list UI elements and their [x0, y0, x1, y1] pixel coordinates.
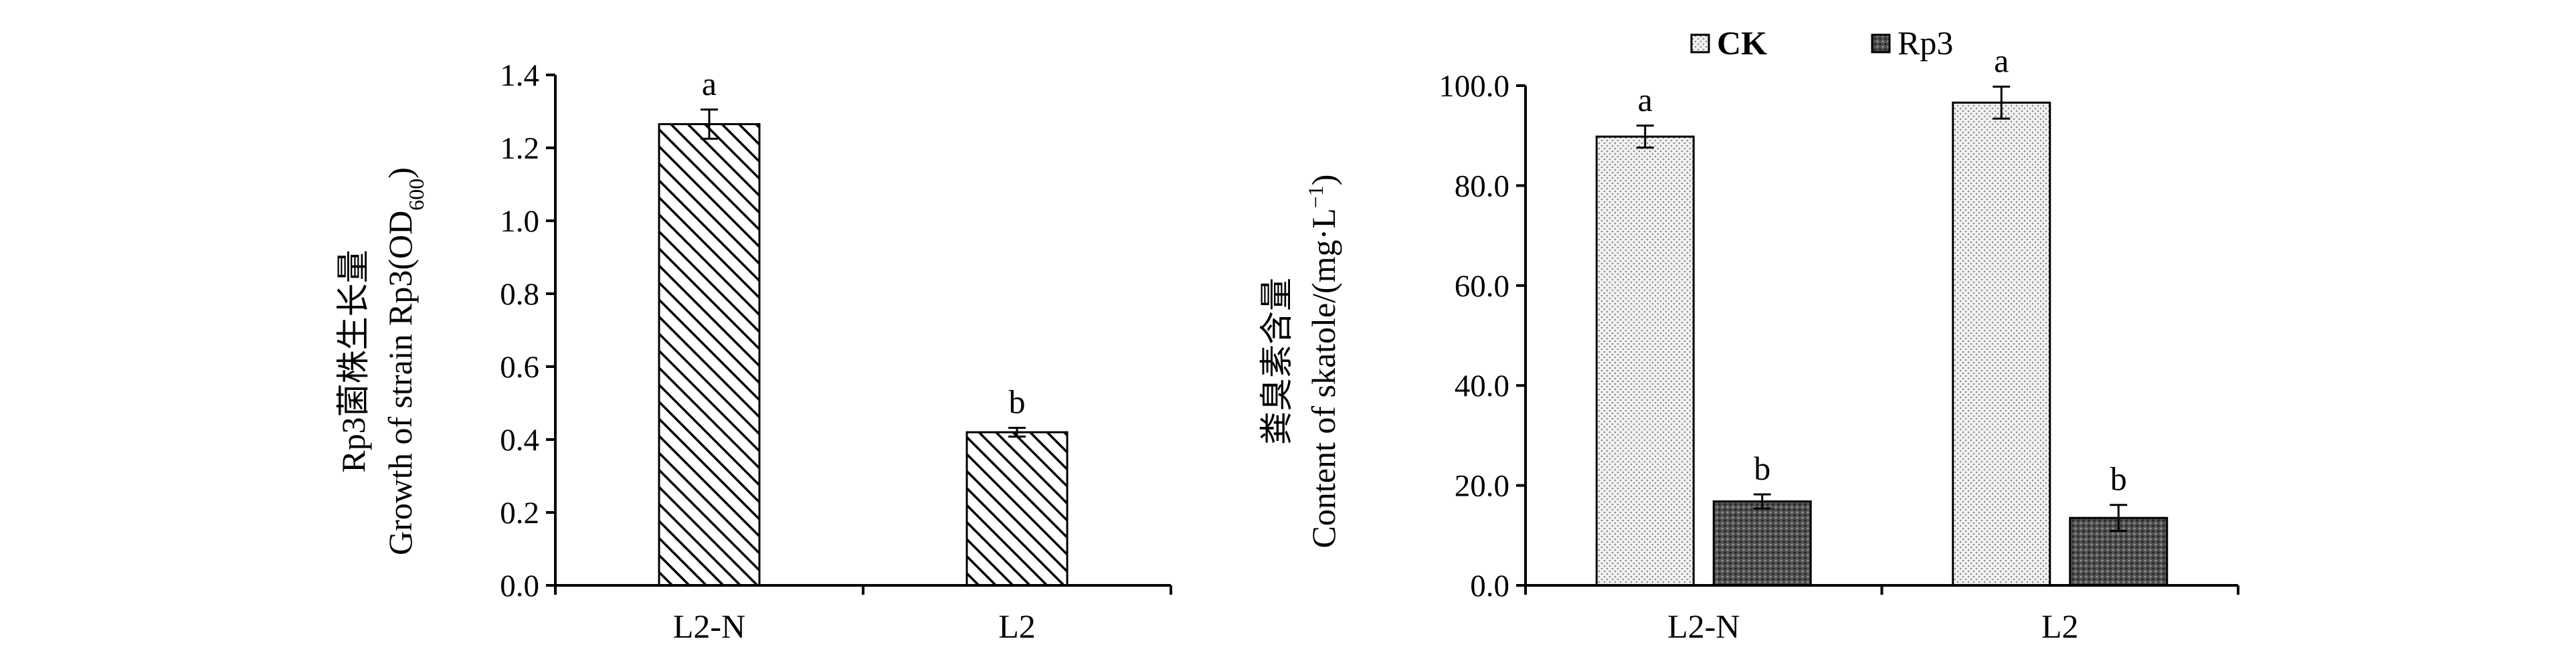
- significance-label: b: [2110, 460, 2127, 498]
- y-tick-label: 80.0: [1455, 169, 1509, 203]
- x-category-label: L2: [998, 607, 1036, 645]
- y-tick-label: 40.0: [1455, 369, 1509, 403]
- x-axis-categories: L2-N L2: [673, 607, 1036, 645]
- y-tick-label: 0.2: [500, 496, 539, 531]
- y-axis-ticks: 0.0 20.0 40.0 60.0 80.0 100.0: [1439, 69, 2239, 603]
- bars: a a b b: [1595, 41, 2169, 587]
- skatole-chart: 粪臭素含量 Content of skatole/(mg·L−1) 0.0 20.…: [1258, 24, 2239, 645]
- legend-label-rp3: Rp3: [1898, 24, 1953, 62]
- legend: CK Rp3: [1690, 24, 1953, 62]
- bar: [658, 123, 761, 587]
- significance-label: b: [1009, 383, 1026, 421]
- bars: ab: [658, 65, 1069, 587]
- x-category-label: L2-N: [673, 607, 745, 645]
- y-axis-label-english: Growth of strain Rp3(OD600): [381, 167, 428, 555]
- y-axis-label-chinese: 粪臭素含量: [1258, 278, 1295, 445]
- y-tick-label: 100.0: [1439, 69, 1509, 104]
- y-tick-label: 1.4: [500, 58, 539, 93]
- significance-label: a: [702, 65, 717, 102]
- y-tick-label: 20.0: [1455, 469, 1509, 504]
- y-tick-label: 0.8: [500, 277, 539, 312]
- y-tick-label: 0.0: [1470, 569, 1509, 603]
- legend-swatch-ck: [1690, 33, 1710, 54]
- significance-label: b: [1754, 450, 1770, 487]
- y-tick-label: 0.4: [500, 423, 539, 458]
- legend-label-ck: CK: [1717, 24, 1767, 62]
- growth-chart: Rp3菌株生长量 Growth of strain Rp3(OD600) 0.0…: [335, 58, 1172, 645]
- y-axis-label-chinese: Rp3菌株生长量: [335, 250, 372, 472]
- y-tick-label: 1.0: [500, 204, 539, 239]
- y-axis-ticks: 0.0 0.2 0.4 0.6 0.8 1.0 1.2 1.4: [500, 58, 1172, 603]
- bar: [1712, 500, 1812, 587]
- y-tick-label: 1.2: [500, 131, 539, 166]
- y-tick-label: 0.0: [500, 569, 539, 603]
- significance-label: a: [1994, 41, 2009, 79]
- legend-swatch-rp3: [1871, 33, 1891, 54]
- x-category-label: L2: [2041, 607, 2079, 645]
- x-axis-categories: L2-N L2: [1667, 607, 2078, 645]
- bar: [1595, 135, 1695, 587]
- y-tick-label: 60.0: [1455, 269, 1509, 304]
- y-axis-label-english: Content of skatole/(mg·L−1): [1303, 175, 1342, 549]
- significance-label: a: [1638, 81, 1653, 118]
- x-category-label: L2-N: [1667, 607, 1740, 645]
- bar: [1952, 101, 2051, 587]
- y-tick-label: 0.6: [500, 350, 539, 385]
- bar: [965, 431, 1069, 587]
